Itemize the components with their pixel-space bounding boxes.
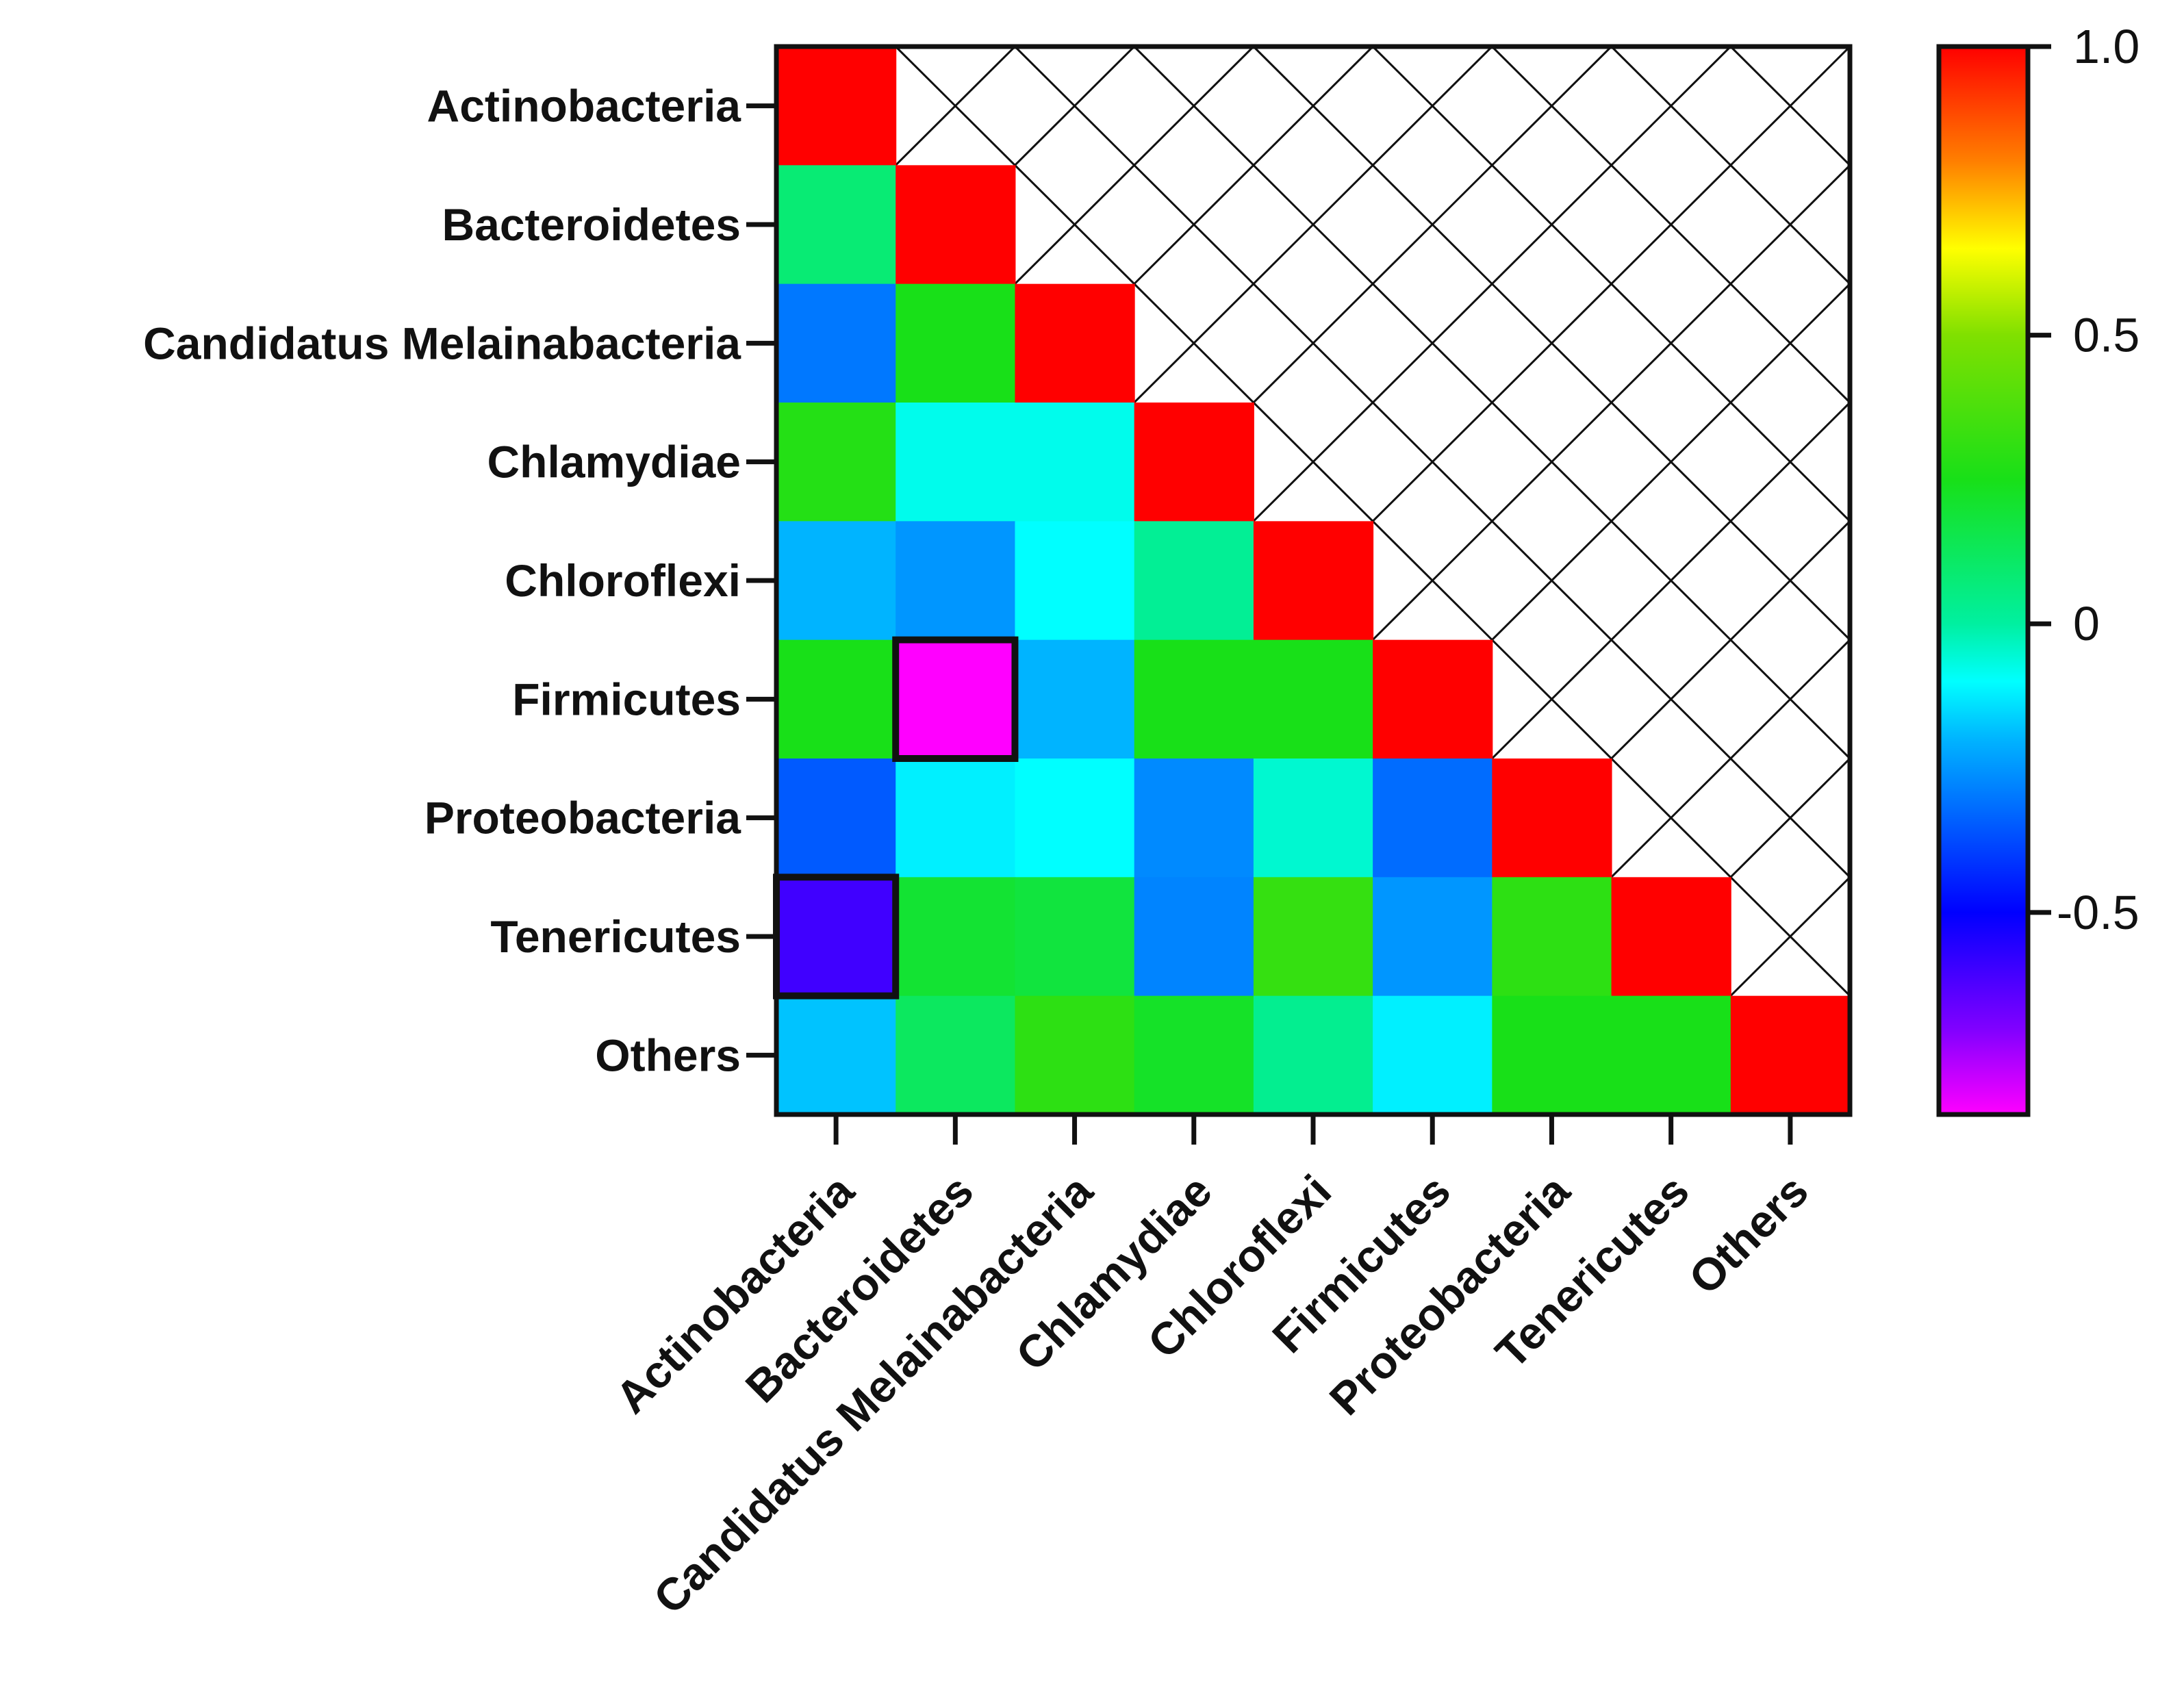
- hatch-line: [0, 47, 180, 1114]
- heatmap-cell-proteobacteria-chlamydiae: [1134, 759, 1254, 878]
- heatmap-cell-proteobacteria-chloroflexi: [1253, 759, 1374, 878]
- heatmap-cell-others-tenericutes: [1611, 995, 1731, 1115]
- heatmap-cell-candidatus-melainabacteria-bacteroidetes: [896, 283, 1016, 403]
- colorbar-tick-label: 0: [2073, 597, 2100, 650]
- heatmap-cell-others-chlamydiae: [1134, 995, 1254, 1115]
- heatmap-cell-others-proteobacteria: [1492, 995, 1612, 1115]
- y-axis: Actinobacteria Bacteroidetes Candidatus Me…: [143, 81, 776, 1080]
- heatmap-cell-firmicutes-actinobacteria: [776, 639, 897, 759]
- heatmap-cell-tenericutes-tenericutes: [1611, 877, 1731, 997]
- y-tick-label-candidatus-melainabacteria: Candidatus Melainabacteria: [143, 318, 741, 368]
- y-tick-label-chloroflexi: Chloroflexi: [505, 555, 741, 606]
- heatmap-cell-proteobacteria-candidatus-melainabacteria: [1015, 759, 1135, 878]
- hatch-line: [776, 47, 1254, 523]
- heatmap-cell-proteobacteria-bacteroidetes: [896, 759, 1016, 878]
- heatmap-cell-tenericutes-firmicutes: [1373, 877, 1493, 997]
- heatmap-cell-tenericutes-candidatus-melainabacteria: [1015, 877, 1135, 997]
- heatmap-cell-firmicutes-bacteroidetes: [896, 639, 1016, 759]
- hatch-line: [2088, 47, 2171, 1114]
- heatmap-cells: [776, 47, 1851, 1115]
- heatmap-cell-proteobacteria-firmicutes: [1373, 759, 1493, 878]
- heatmap-cell-chlamydiae-bacteroidetes: [896, 403, 1016, 522]
- colorbar-gradient-bar: [1936, 44, 2031, 1117]
- y-tick-label-actinobacteria: Actinobacteria: [427, 81, 742, 131]
- heatmap-cell-tenericutes-chloroflexi: [1253, 877, 1374, 997]
- colorbar-tick-label: -0.5: [2057, 886, 2140, 939]
- heatmap-cell-firmicutes-chloroflexi: [1253, 639, 1374, 759]
- heatmap-cell-proteobacteria-actinobacteria: [776, 759, 897, 878]
- colorbar: 1.0 0.5 0 -0.5: [1936, 20, 2140, 1117]
- heatmap-cell-actinobacteria-actinobacteria: [776, 47, 897, 166]
- heatmap-cell-tenericutes-actinobacteria: [776, 877, 897, 997]
- heatmap-cell-bacteroidetes-actinobacteria: [776, 165, 897, 285]
- hatch-line: [0, 47, 61, 1114]
- heatmap-cell-chlamydiae-chlamydiae: [1134, 403, 1254, 522]
- heatmap-cell-firmicutes-chlamydiae: [1134, 639, 1254, 759]
- heatmap-cell-chlamydiae-candidatus-melainabacteria: [1015, 403, 1135, 522]
- hatch-line: [0, 47, 418, 1114]
- heatmap-cell-others-others: [1730, 995, 1851, 1115]
- y-tick-label-tenericutes: Tenericutes: [490, 911, 741, 962]
- heatmap-cell-chloroflexi-actinobacteria: [776, 521, 897, 641]
- heatmap-cell-tenericutes-proteobacteria: [1492, 877, 1612, 997]
- colorbar-ticks: 1.0 0.5 0 -0.5: [2028, 20, 2140, 939]
- colorbar-tick-label: 0.5: [2073, 309, 2140, 362]
- y-tick-label-firmicutes: Firmicutes: [512, 674, 741, 724]
- heatmap-cell-chlamydiae-actinobacteria: [776, 403, 897, 522]
- heatmap-cell-tenericutes-chlamydiae: [1134, 877, 1254, 997]
- x-tick-label-others: Others: [1679, 1165, 1818, 1304]
- y-tick-label-bacteroidetes: Bacteroidetes: [442, 199, 741, 250]
- heatmap-cell-others-candidatus-melainabacteria: [1015, 995, 1135, 1115]
- y-tick-label-chlamydiae: Chlamydiae: [487, 437, 741, 487]
- heatmap-cell-chloroflexi-chloroflexi: [1253, 521, 1374, 641]
- heatmap-cell-others-chloroflexi: [1253, 995, 1374, 1115]
- hatch-line: [0, 47, 299, 1114]
- heatmap-cell-proteobacteria-proteobacteria: [1492, 759, 1612, 878]
- y-tick-label-others: Others: [595, 1030, 741, 1080]
- heatmap-cell-candidatus-melainabacteria-candidatus-melainabacteria: [1015, 283, 1135, 403]
- heatmap-cell-others-bacteroidetes: [896, 995, 1016, 1115]
- heatmap-cell-chloroflexi-chlamydiae: [1134, 521, 1254, 641]
- highlight-box-firmicutes-bacteroidetes: [892, 636, 1019, 763]
- colorbar-tick-label: 1.0: [2073, 20, 2140, 73]
- heatmap-cell-chloroflexi-candidatus-melainabacteria: [1015, 521, 1135, 641]
- heatmap-cell-others-actinobacteria: [776, 995, 897, 1115]
- heatmap-cell-candidatus-melainabacteria-actinobacteria: [776, 283, 897, 403]
- heatmap-cell-tenericutes-bacteroidetes: [896, 877, 1016, 997]
- heatmap-cell-bacteroidetes-bacteroidetes: [896, 165, 1016, 285]
- hatch-line: [1610, 876, 1850, 1114]
- heatmap-plot-area: [0, 44, 2171, 1117]
- y-tick-label-proteobacteria: Proteobacteria: [424, 793, 741, 843]
- heatmap-cell-chloroflexi-bacteroidetes: [896, 521, 1016, 641]
- heatmap-cell-others-firmicutes: [1373, 995, 1493, 1115]
- x-tick-label-candidatus-melainabacteria: Candidatus Melainabacteria: [644, 1164, 1102, 1623]
- heatmap-cell-firmicutes-firmicutes: [1373, 639, 1493, 759]
- heatmap-cell-firmicutes-candidatus-melainabacteria: [1015, 639, 1135, 759]
